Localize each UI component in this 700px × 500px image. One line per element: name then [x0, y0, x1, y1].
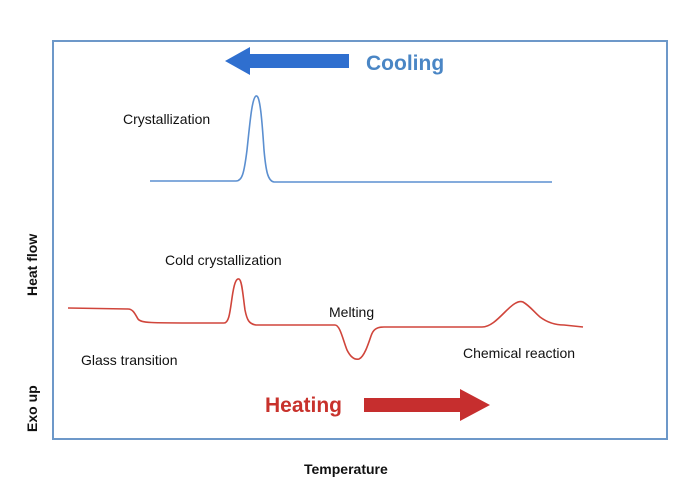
x-axis-label: Temperature	[304, 461, 388, 477]
glass-transition-label: Glass transition	[81, 352, 177, 368]
cold-crystallization-label: Cold crystallization	[165, 252, 282, 268]
cooling-label: Cooling	[366, 52, 444, 75]
heating-label: Heating	[265, 394, 342, 417]
y-axis-label-top: Heat flow	[24, 234, 40, 296]
heating-arrow	[364, 389, 490, 421]
crystallization-label: Crystallization	[123, 111, 210, 127]
y-axis-label-bottom: Exo up	[24, 385, 40, 432]
diagram-frame	[52, 40, 668, 440]
chemical-reaction-label: Chemical reaction	[463, 345, 575, 361]
heating-curve	[67, 278, 584, 361]
cooling-curve	[150, 95, 552, 183]
melting-label: Melting	[329, 304, 374, 320]
cooling-arrow	[225, 47, 349, 75]
